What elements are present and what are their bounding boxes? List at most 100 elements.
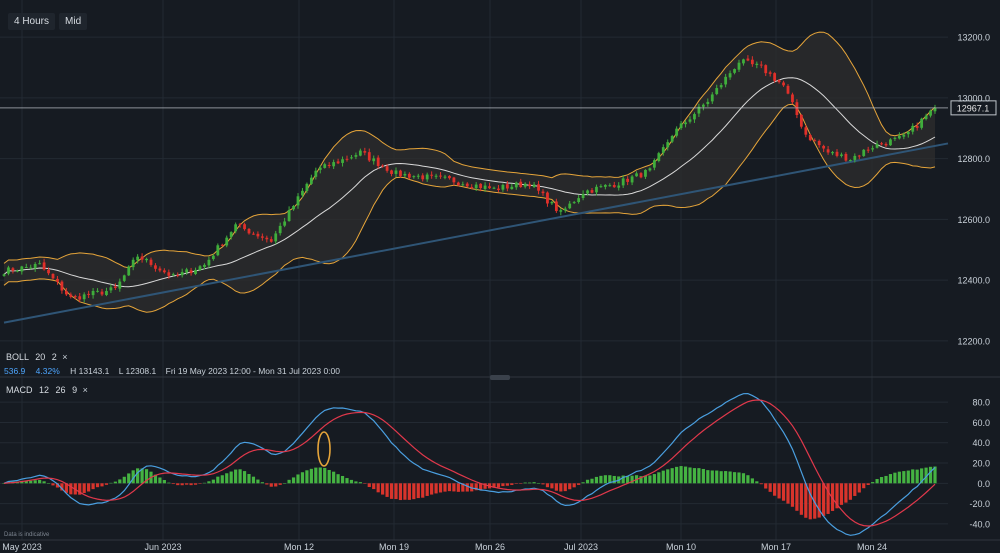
macd-histogram-bar (461, 483, 465, 492)
macd-histogram-bar (639, 476, 643, 484)
macd-histogram-bar (862, 483, 866, 489)
macd-axis-label: 60.0 (972, 418, 990, 428)
macd-histogram-bar (113, 481, 117, 484)
macd-histogram-bar (808, 483, 812, 520)
candle-body (131, 259, 135, 268)
macd-histogram-bar (532, 482, 536, 484)
macd-fast: 12 (39, 385, 50, 395)
price-type-button[interactable]: Mid (59, 13, 88, 30)
macd-histogram-bar (804, 483, 808, 518)
candle-body (100, 291, 104, 295)
candle-body (559, 210, 563, 212)
candle-body (367, 152, 371, 161)
candle-body (666, 142, 670, 148)
macd-histogram-bar (421, 483, 425, 498)
range-dates: Fri 19 May 2023 12:00 - Mon 31 Jul 2023 … (165, 366, 340, 376)
candle-body (848, 159, 852, 161)
macd-histogram-bar (879, 477, 884, 484)
last-price-label: 12967.1 (957, 103, 990, 113)
candle-body (274, 233, 278, 242)
candle-body (603, 184, 607, 187)
candle-body (332, 162, 336, 167)
macd-histogram-bar (839, 483, 844, 505)
macd-histogram-bar (715, 470, 719, 484)
macd-histogram-bar (46, 483, 51, 484)
candle-body (929, 110, 932, 116)
boll-stddev: 2 (51, 352, 57, 362)
candle-body (385, 166, 389, 171)
candle-body (363, 151, 367, 153)
macd-axis-label: -20.0 (969, 499, 990, 509)
candle-body (234, 224, 238, 232)
candle-body (684, 122, 687, 125)
macd-histogram-bar (247, 474, 251, 484)
macd-histogram-bar (24, 480, 28, 484)
candle-body (448, 175, 451, 179)
candle-body (590, 190, 594, 193)
macd-histogram-bar (332, 471, 336, 484)
macd-remove-icon[interactable]: × (82, 385, 88, 395)
candle-body (715, 88, 719, 95)
price-axis-label: 12400.0 (957, 276, 990, 286)
timeframe-button[interactable]: 4 Hours (8, 13, 56, 30)
macd-histogram-bar (389, 483, 394, 499)
macd-line (3, 392, 936, 536)
candle-body (875, 144, 879, 148)
candle-body (252, 233, 255, 235)
macd-histogram-bar (554, 483, 558, 491)
candle-body (296, 196, 300, 206)
candle-body (657, 153, 661, 162)
macd-histogram-bar (193, 483, 198, 485)
candle-body (412, 176, 416, 178)
macd-histogram-bar (568, 483, 572, 490)
macd-histogram-bar (407, 483, 411, 500)
candle-body (180, 272, 184, 276)
candle-body (608, 185, 612, 187)
macd-histogram-bar (559, 483, 563, 492)
pane-resize-handle[interactable] (490, 375, 510, 380)
boll-lower-line (3, 103, 936, 313)
macd-histogram-bar (697, 468, 701, 484)
last-price-tag (950, 100, 997, 116)
candle-body (269, 239, 273, 242)
macd-histogram-bar (474, 483, 478, 491)
candle-body (64, 291, 68, 295)
candle-body (38, 263, 42, 265)
macd-histogram-bar (737, 472, 741, 484)
macd-histogram-bar (349, 479, 354, 484)
boll-middle-line (3, 77, 936, 288)
price-grid (0, 0, 948, 540)
macd-histogram-bar (180, 483, 184, 486)
macd-histogram-bar (287, 479, 291, 484)
candle-body (746, 58, 750, 61)
time-axis-label: Mon 17 (761, 542, 791, 552)
candle-body (523, 183, 527, 187)
macd-histogram-bar (60, 483, 64, 491)
macd-histogram-bar (104, 483, 109, 485)
macd-histogram-bar (670, 468, 674, 484)
candle-body (2, 274, 6, 276)
candle-body (211, 255, 215, 260)
candle-body (216, 245, 220, 256)
candle-body (350, 157, 353, 159)
candle-body (292, 205, 295, 210)
candle-body (407, 173, 411, 178)
candle-body (568, 203, 572, 209)
macd-histogram-bar (202, 482, 207, 484)
candle-body (11, 268, 15, 271)
macd-histogram-bar (234, 469, 238, 484)
chart-toolbar: 4 Hours Mid (8, 13, 88, 30)
candle-body (394, 170, 398, 174)
macd-histogram-bar (51, 483, 55, 486)
candle-body (773, 73, 777, 81)
macd-histogram-bar (741, 473, 746, 484)
macd-histogram-bar (318, 467, 322, 484)
candle-body (176, 274, 180, 276)
boll-remove-icon[interactable]: × (62, 352, 68, 362)
macd-histogram-bar (675, 466, 679, 484)
macd-histogram-bar (603, 475, 607, 484)
candle-body (906, 131, 910, 135)
macd-histogram-bar (545, 483, 550, 488)
macd-axis-label: 0.0 (977, 479, 990, 489)
